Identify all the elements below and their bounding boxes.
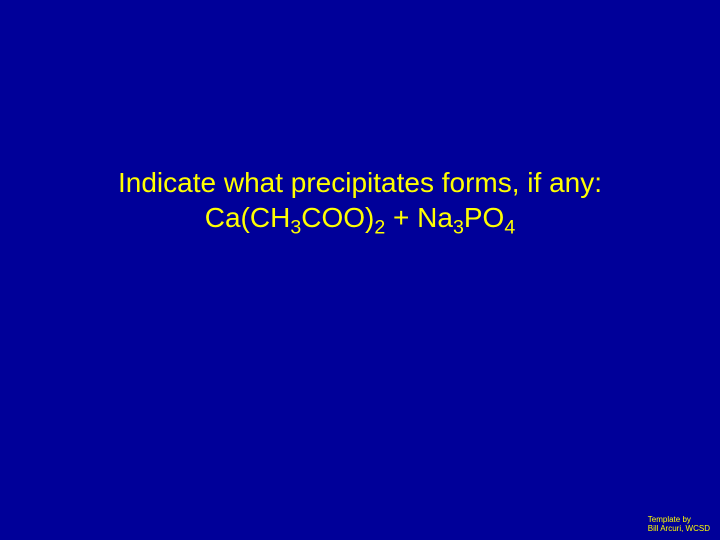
reactant1-sub1: 3 (290, 217, 301, 239)
slide: Indicate what precipitates forms, if any… (0, 0, 720, 540)
prompt-text: Indicate what precipitates forms, if any… (0, 165, 720, 200)
credit-line2: Bill Arcuri, WCSD (648, 524, 710, 534)
credit-block: Template by Bill Arcuri, WCSD (648, 515, 710, 534)
reactant2-part1: Na (417, 202, 453, 233)
credit-line1: Template by (648, 515, 710, 525)
reactant2-sub1: 3 (453, 217, 464, 239)
question-block: Indicate what precipitates forms, if any… (0, 165, 720, 235)
reactant2-part2: PO (464, 202, 504, 233)
chemical-formula: Ca(CH3COO)2 + Na3PO4 (205, 200, 515, 235)
plus-sign: + (385, 202, 417, 233)
reactant2-sub2: 4 (504, 217, 515, 239)
reactant1-sub2: 2 (374, 217, 385, 239)
reactant1-part2: COO) (301, 202, 374, 233)
reactant1-part1: Ca(CH (205, 202, 291, 233)
